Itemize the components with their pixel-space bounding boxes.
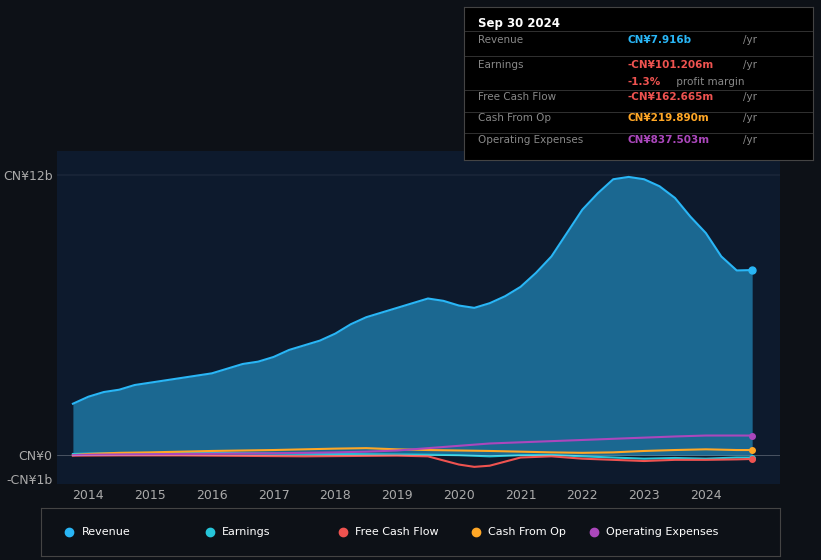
Text: Operating Expenses: Operating Expenses xyxy=(606,527,718,536)
Text: /yr: /yr xyxy=(743,60,757,70)
Text: Operating Expenses: Operating Expenses xyxy=(478,135,583,145)
Text: /yr: /yr xyxy=(743,92,757,102)
Text: Earnings: Earnings xyxy=(478,60,523,70)
Text: Free Cash Flow: Free Cash Flow xyxy=(355,527,438,536)
Text: Cash From Op: Cash From Op xyxy=(488,527,566,536)
Text: CN¥219.890m: CN¥219.890m xyxy=(628,113,709,123)
Text: -CN¥101.206m: -CN¥101.206m xyxy=(628,60,714,70)
Text: Revenue: Revenue xyxy=(478,35,523,45)
Text: Earnings: Earnings xyxy=(222,527,271,536)
Text: Sep 30 2024: Sep 30 2024 xyxy=(478,17,560,30)
Text: CN¥837.503m: CN¥837.503m xyxy=(628,135,710,145)
Text: /yr: /yr xyxy=(743,135,757,145)
Text: Revenue: Revenue xyxy=(82,527,131,536)
Text: -CN¥162.665m: -CN¥162.665m xyxy=(628,92,714,102)
Text: -1.3%: -1.3% xyxy=(628,77,661,87)
Text: profit margin: profit margin xyxy=(673,77,745,87)
Text: Free Cash Flow: Free Cash Flow xyxy=(478,92,556,102)
Text: Cash From Op: Cash From Op xyxy=(478,113,551,123)
Text: /yr: /yr xyxy=(743,113,757,123)
Text: CN¥7.916b: CN¥7.916b xyxy=(628,35,692,45)
Text: /yr: /yr xyxy=(743,35,757,45)
